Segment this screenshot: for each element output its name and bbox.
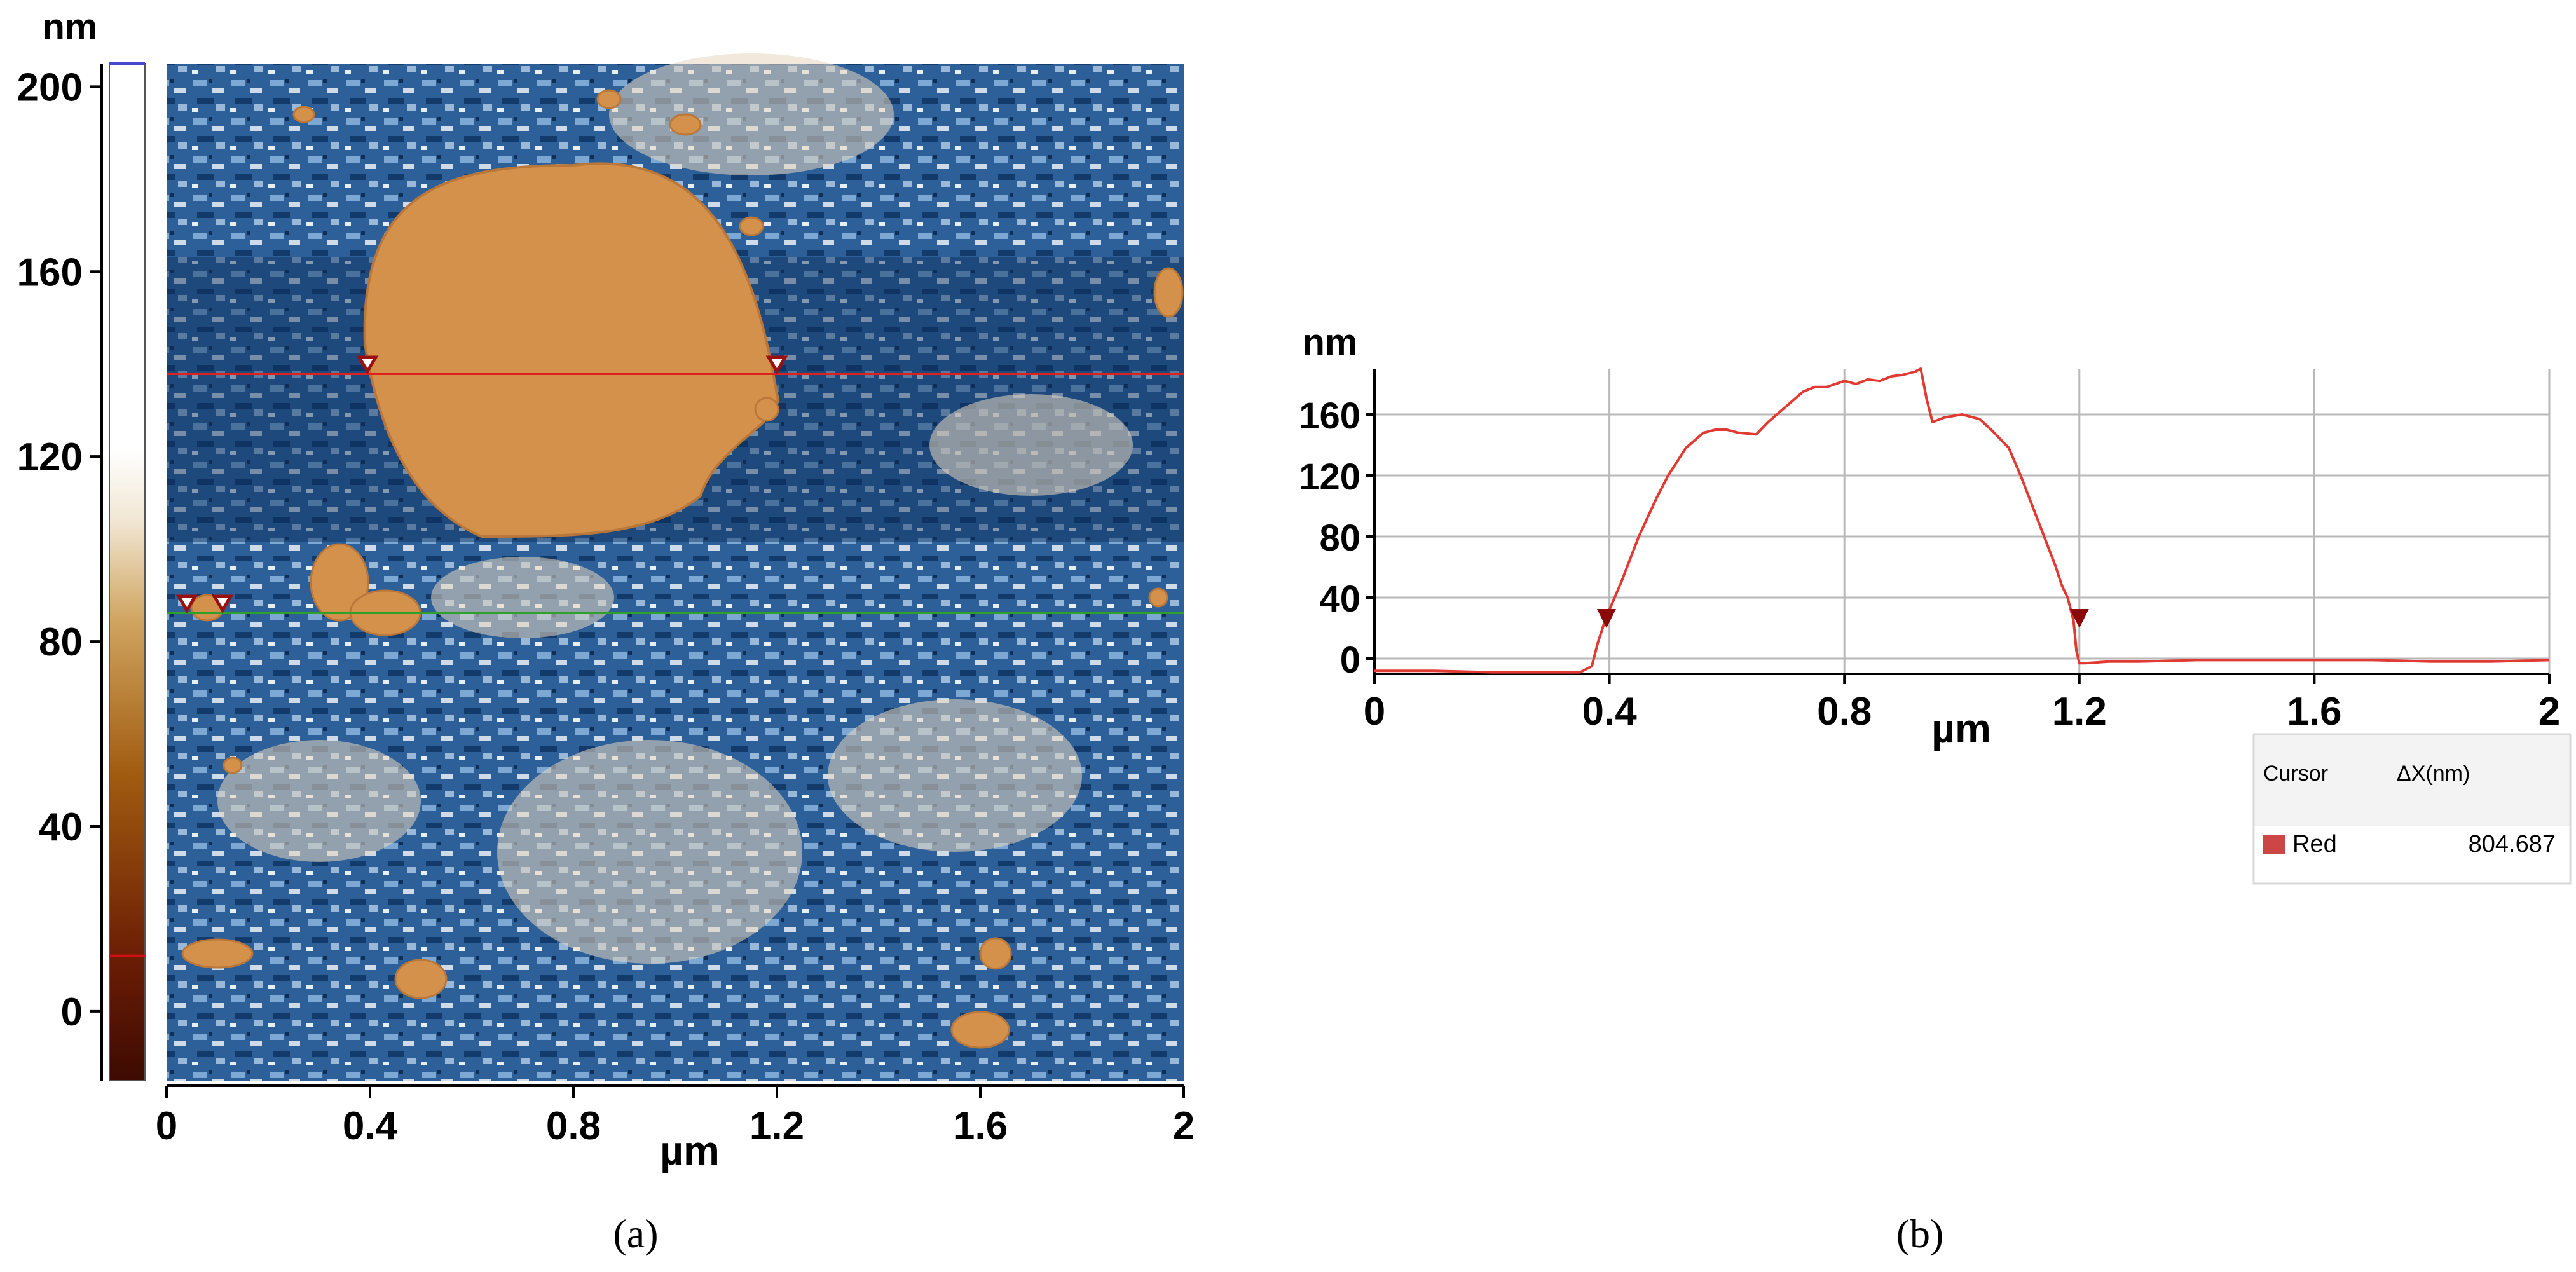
x-tick-label: 1.6: [953, 1104, 1008, 1148]
panel-a-caption: (a): [613, 1211, 658, 1256]
light-patch: [828, 699, 1082, 852]
small-grain: [669, 113, 702, 136]
small-grain: [979, 937, 1012, 970]
cursor-marker-2: [2069, 609, 2089, 628]
y-tick-label: 80: [1319, 517, 1360, 559]
small-grain: [1148, 587, 1168, 608]
light-patch: [217, 740, 421, 862]
cursor-table-header-dx: ΔX(nm): [2397, 762, 2470, 786]
x-tick-label: 2: [1173, 1104, 1195, 1148]
panel-b-caption: (b): [1896, 1211, 1944, 1256]
profile-lines: [167, 355, 1184, 614]
panel-a: 0 40 80 120 160 200 0 0.4 0.8 1.2 1.6 2 nm µm (a): [17, 6, 1195, 1256]
panel-b: 0 40 80 120 160 0 0.4 0.8 1.2 1.6 2 nm µm Cursor Δ…: [1299, 322, 2572, 1256]
colorbar-tick-label: 80: [39, 620, 83, 664]
cursor-table-header-cursor: Cursor: [2263, 762, 2328, 786]
cursor-markers: [1596, 609, 2089, 628]
cursor-table-row-value: 804.687: [2469, 831, 2556, 858]
y-tick-label: 120: [1299, 456, 1360, 498]
small-grain: [739, 216, 764, 236]
profile-marker-2-1: [175, 594, 198, 613]
small-grain: [310, 543, 369, 622]
colorbar-tick-label: 120: [17, 435, 83, 479]
x-tick-label: 1.2: [2052, 690, 2107, 734]
x-tick-label: 0.8: [1817, 690, 1872, 734]
y-tick-label: 40: [1319, 578, 1360, 620]
x-tick-label: 1.2: [750, 1104, 804, 1148]
x-tick-label: 0.4: [1582, 690, 1637, 734]
small-grain: [596, 89, 622, 109]
small-grain: [754, 397, 779, 422]
profile-series: [1374, 367, 2550, 674]
cursor-table-border: [2252, 733, 2572, 885]
small-grain: [292, 106, 315, 123]
cursor-table-row-bg: [2254, 826, 2570, 884]
x-tick-label: 2: [2538, 690, 2560, 734]
profile-marker-1-1: [356, 355, 379, 374]
cursor-marker-1: [1596, 609, 1616, 628]
profile-marker-1-2: [765, 355, 788, 374]
small-grain: [1153, 267, 1184, 318]
axes: 0 40 80 120 160 0 0.4 0.8 1.2 1.6 2: [1299, 369, 2560, 734]
y-tick-label: 0: [1340, 639, 1360, 681]
colorbar-tick-label: 0: [61, 990, 83, 1034]
colorbar: 0 40 80 120 160 200: [17, 62, 146, 1081]
x-tick-label: 0: [1364, 690, 1385, 734]
colorbar-tick-label: 160: [17, 250, 83, 294]
colorbar-gradient: [109, 63, 146, 1081]
y-tick-label: 160: [1299, 395, 1360, 437]
light-patch: [497, 740, 802, 964]
light-patch: [609, 53, 894, 175]
colorbar-tick-label: 200: [17, 65, 83, 109]
cursor-table: Cursor ΔX(nm) Red 804.687: [2252, 733, 2572, 885]
x-tick-label: 0.8: [546, 1104, 601, 1148]
small-grain: [394, 959, 448, 999]
series-line-1: [1374, 367, 2550, 674]
small-grain: [950, 1011, 1010, 1049]
x-axis-label: µm: [660, 1128, 720, 1173]
grid: [1373, 369, 2551, 674]
small-grain: [181, 938, 254, 969]
x-axis: 0 0.4 0.8 1.2 1.6 2: [156, 1084, 1195, 1148]
small-grain: [223, 756, 243, 774]
x-tick-label: 0: [156, 1104, 177, 1148]
x-axis-label: µm: [1931, 706, 1991, 751]
light-patch: [431, 557, 614, 638]
cursor-table-row-name: Red: [2292, 831, 2337, 858]
colorbar-tick-label: 40: [39, 805, 83, 849]
x-tick-label: 0.4: [343, 1104, 398, 1148]
cursor-table-header-bg: [2254, 734, 2570, 826]
colorbar-unit-label: nm: [43, 6, 98, 48]
x-tick-label: 1.6: [2287, 690, 2341, 734]
cursor-swatch-red: [2263, 835, 2285, 854]
light-patch: [929, 394, 1133, 496]
y-axis-unit-label: nm: [1303, 322, 1358, 363]
profile-marker-2-2: [211, 594, 234, 613]
